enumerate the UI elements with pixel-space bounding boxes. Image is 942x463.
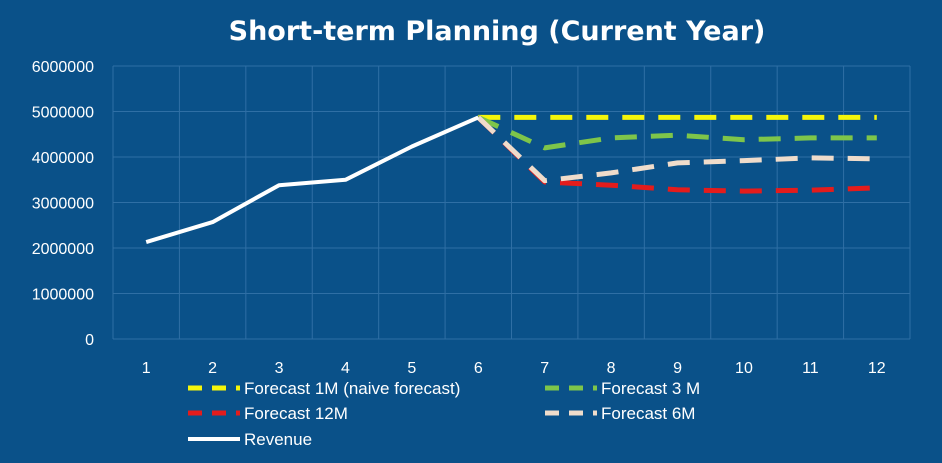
legend-item: Forecast 12M <box>188 404 348 423</box>
chart-title: Short-term Planning (Current Year) <box>229 16 766 47</box>
y-tick-label: 3000000 <box>32 196 94 213</box>
y-tick-label: 1000000 <box>32 287 94 304</box>
x-tick-label: 2 <box>208 360 217 377</box>
series-line-revenue <box>145 115 480 245</box>
x-tick-label: 8 <box>607 360 616 377</box>
x-tick-label: 4 <box>341 360 350 377</box>
y-tick-label: 4000000 <box>32 150 94 167</box>
x-tick-label: 12 <box>868 360 886 377</box>
x-tick-label: 7 <box>540 360 549 377</box>
series-line-forecast-12m <box>476 115 877 194</box>
legend-item: Forecast 6M <box>545 404 695 423</box>
y-tick-label: 5000000 <box>32 105 94 122</box>
x-tick-label: 3 <box>275 360 284 377</box>
series-line-forecast-6m <box>476 115 877 184</box>
legend-label: Revenue <box>244 430 312 449</box>
series-lines <box>145 114 877 245</box>
series-line-forecast-3-m <box>477 115 877 151</box>
y-tick-label: 2000000 <box>32 241 94 258</box>
x-tick-label: 10 <box>735 360 753 377</box>
grid-lines <box>112 65 911 340</box>
legend-item: Forecast 1M (naive forecast) <box>188 379 460 398</box>
legend-label: Forecast 3 M <box>601 379 700 398</box>
axis-labels: 0 1000000 2000000 3000000 4000000 5000000 6000… <box>32 59 886 377</box>
legend-item: Forecast 3 M <box>545 379 700 398</box>
x-tick-label: 9 <box>673 360 682 377</box>
legend-item: Revenue <box>188 430 312 449</box>
x-tick-label: 1 <box>142 360 151 377</box>
legend-label: Forecast 1M (naive forecast) <box>244 379 460 398</box>
y-tick-label: 6000000 <box>32 59 94 76</box>
legend-label: Forecast 6M <box>601 404 695 423</box>
legend-label: Forecast 12M <box>244 404 348 423</box>
x-tick-label: 5 <box>407 360 416 377</box>
y-tick-label: 0 <box>85 332 94 349</box>
x-tick-label: 11 <box>802 360 819 377</box>
x-tick-label: 6 <box>474 360 483 377</box>
legend: Forecast 1M (naive forecast) Forecast 3 M… <box>188 379 700 449</box>
